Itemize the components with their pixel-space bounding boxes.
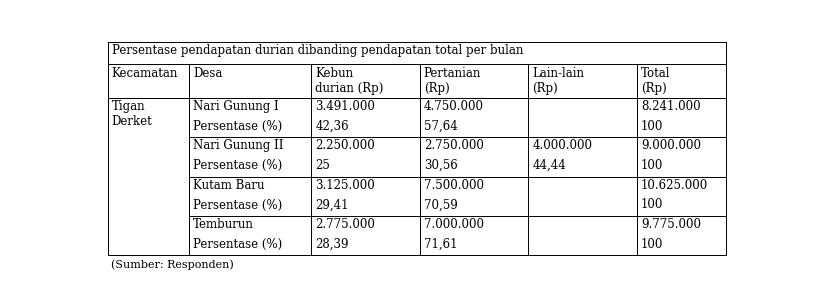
Text: 4.750.000: 4.750.000 (424, 100, 484, 113)
Text: Pertanian
(Rp): Pertanian (Rp) (424, 66, 481, 94)
Text: Temburun: Temburun (193, 218, 254, 231)
Text: Persentase (%): Persentase (%) (193, 159, 282, 172)
Text: 9.775.000: 9.775.000 (641, 218, 701, 231)
Text: 100: 100 (641, 159, 663, 172)
Text: Kebun
durian (Rp): Kebun durian (Rp) (315, 66, 383, 94)
Text: 7.000.000: 7.000.000 (424, 218, 484, 231)
Text: (Sumber: Responden): (Sumber: Responden) (112, 260, 234, 270)
Text: Persentase (%): Persentase (%) (193, 120, 282, 133)
Text: Total
(Rp): Total (Rp) (641, 66, 670, 94)
Text: 100: 100 (641, 198, 663, 211)
Text: Nari Gunung I: Nari Gunung I (193, 100, 278, 113)
Text: 4.000.000: 4.000.000 (532, 139, 593, 152)
Text: 7.500.000: 7.500.000 (424, 179, 484, 192)
Text: 3.125.000: 3.125.000 (315, 179, 375, 192)
Text: 2.250.000: 2.250.000 (315, 139, 375, 152)
Text: Kecamatan: Kecamatan (112, 66, 178, 79)
Text: Persentase (%): Persentase (%) (193, 198, 282, 211)
Text: 2.750.000: 2.750.000 (424, 139, 484, 152)
Text: Persentase (%): Persentase (%) (193, 238, 282, 251)
Text: 57,64: 57,64 (424, 120, 457, 133)
Text: 9.000.000: 9.000.000 (641, 139, 701, 152)
Text: 70,59: 70,59 (424, 198, 457, 211)
Text: 28,39: 28,39 (315, 238, 348, 251)
Text: 100: 100 (641, 120, 663, 133)
Text: 3.491.000: 3.491.000 (315, 100, 375, 113)
Text: 2.775.000: 2.775.000 (315, 218, 375, 231)
Text: 30,56: 30,56 (424, 159, 457, 172)
Text: 71,61: 71,61 (424, 238, 457, 251)
Text: 44,44: 44,44 (532, 159, 566, 172)
Text: Kutam Baru: Kutam Baru (193, 179, 265, 192)
Text: 42,36: 42,36 (315, 120, 348, 133)
Text: 25: 25 (315, 159, 330, 172)
Text: Tigan
Derket: Tigan Derket (112, 100, 152, 128)
Text: 8.241.000: 8.241.000 (641, 100, 700, 113)
Text: Desa: Desa (193, 66, 222, 79)
Text: 100: 100 (641, 238, 663, 251)
Text: 10.625.000: 10.625.000 (641, 179, 708, 192)
Text: Lain-lain
(Rp): Lain-lain (Rp) (532, 66, 584, 94)
Text: 29,41: 29,41 (315, 198, 348, 211)
Text: Nari Gunung II: Nari Gunung II (193, 139, 283, 152)
Text: Persentase pendapatan durian dibanding pendapatan total per bulan: Persentase pendapatan durian dibanding p… (112, 44, 523, 57)
